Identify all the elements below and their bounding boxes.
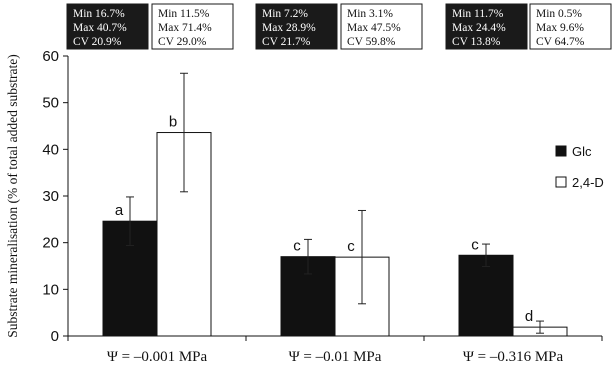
stat-box-line: Min 0.5% bbox=[536, 8, 582, 20]
y-tick-label: 40 bbox=[42, 141, 59, 158]
y-tick-label: 0 bbox=[51, 328, 59, 345]
stat-box-line: CV 64.7% bbox=[536, 36, 585, 48]
stat-box-line: Min 11.7% bbox=[452, 8, 504, 20]
stat-box-line: Max 40.7% bbox=[73, 22, 127, 34]
stat-box-line: CV 29.0% bbox=[158, 36, 207, 48]
significance-letter: c bbox=[293, 238, 301, 255]
y-axis-label: Substrate mineralisation (% of total add… bbox=[5, 54, 20, 337]
bar bbox=[458, 254, 514, 337]
stat-box-line: Min 16.7% bbox=[73, 8, 125, 20]
y-tick-label: 60 bbox=[42, 48, 59, 65]
stat-box-line: Min 7.2% bbox=[262, 8, 308, 20]
legend-label: 2,4-D bbox=[572, 175, 604, 190]
bars bbox=[102, 132, 568, 337]
stat-box-line: Max 71.4% bbox=[158, 22, 212, 34]
stat-box bbox=[151, 3, 234, 50]
significance-letter: c bbox=[347, 238, 355, 255]
stat-box-line: Max 47.5% bbox=[347, 22, 401, 34]
significance-letters: a b c c c d bbox=[115, 114, 533, 326]
legend-swatch bbox=[555, 176, 567, 188]
legend: Glc 2,4-D bbox=[555, 144, 604, 190]
legend-label: Glc bbox=[572, 144, 592, 159]
significance-letter: a bbox=[115, 202, 124, 219]
stat-box bbox=[445, 3, 528, 50]
y-tick-label: 20 bbox=[42, 235, 59, 252]
error-bars bbox=[126, 72, 544, 334]
stat-box bbox=[340, 3, 423, 50]
legend-swatch bbox=[555, 145, 567, 157]
y-tick-label: 50 bbox=[42, 95, 59, 112]
y-tick-label: 10 bbox=[42, 281, 59, 298]
stat-box bbox=[529, 3, 612, 50]
stat-boxes: Min 16.7% Max 40.7% CV 20.9% Min 11.5% Max 7… bbox=[66, 3, 612, 50]
stat-box bbox=[66, 3, 149, 50]
y-axis: 0 10 20 30 40 50 60 bbox=[42, 48, 69, 345]
stat-box-line: Max 24.4% bbox=[452, 22, 506, 34]
stat-box-line: Max 9.6% bbox=[536, 22, 584, 34]
stat-box-line: CV 20.9% bbox=[73, 36, 122, 48]
stat-box-line: CV 13.8% bbox=[452, 36, 501, 48]
stat-box bbox=[255, 3, 338, 50]
significance-letter: d bbox=[525, 308, 533, 325]
stat-box-line: Min 3.1% bbox=[347, 8, 393, 20]
x-tick-label: Ψ = –0.01 MPa bbox=[289, 349, 382, 365]
x-axis: Ψ = –0.001 MPa Ψ = –0.01 MPa Ψ = –0.316 MP… bbox=[67, 335, 603, 365]
x-tick-label: Ψ = –0.001 MPa bbox=[107, 349, 208, 365]
stat-box-line: Max 28.9% bbox=[262, 22, 316, 34]
x-tick-label: Ψ = –0.316 MPa bbox=[463, 349, 564, 365]
stat-box-line: CV 59.8% bbox=[347, 36, 396, 48]
significance-letter: b bbox=[169, 114, 177, 131]
significance-letter: c bbox=[471, 236, 479, 253]
stat-box-line: Min 11.5% bbox=[158, 8, 210, 20]
stat-box-line: CV 21.7% bbox=[262, 36, 311, 48]
y-tick-label: 30 bbox=[42, 188, 59, 205]
